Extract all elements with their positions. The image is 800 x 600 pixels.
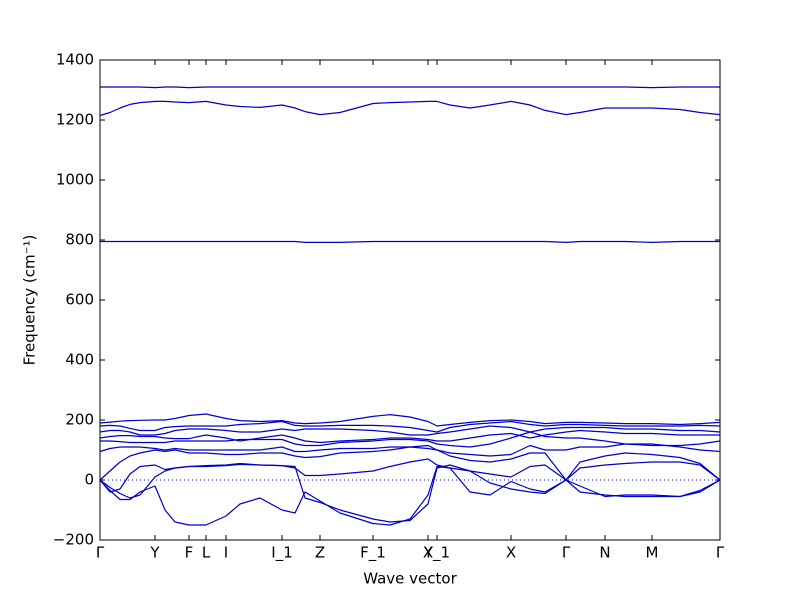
- x-tick-label: Z: [315, 544, 325, 562]
- band-line: [99, 443, 721, 457]
- x-tick-label: X: [423, 544, 433, 562]
- y-tick-label: 1400: [56, 51, 94, 69]
- x-tick-label: Γ: [716, 544, 725, 562]
- y-tick-label: 1200: [56, 111, 94, 129]
- band-line: [100, 431, 721, 448]
- plot-frame: [99, 59, 721, 541]
- band-line: [99, 444, 721, 481]
- x-tick-label: Γ: [96, 544, 105, 562]
- band-line: [99, 458, 721, 493]
- x-tick-label: F_1: [360, 544, 386, 563]
- y-tick-label: 400: [65, 351, 94, 369]
- x-tick-label: Γ: [562, 544, 571, 562]
- x-tick-label: I_1: [271, 544, 292, 563]
- band-line: [99, 429, 720, 444]
- x-tick-label: I: [224, 544, 228, 562]
- band-line: [100, 86, 720, 89]
- x-axis-label: Wave vector: [363, 570, 457, 588]
- x-tick-label: M: [646, 544, 659, 562]
- band-line: [99, 413, 721, 427]
- band-line: [99, 463, 721, 523]
- x-tick-label: F: [185, 544, 194, 562]
- y-tick-label: 800: [65, 231, 94, 249]
- band-line: [100, 240, 720, 243]
- x-tick-label: X: [506, 544, 516, 562]
- y-tick-label: −200: [53, 531, 94, 549]
- y-axis-label: Frequency (cm⁻¹): [21, 235, 39, 366]
- y-tick-label: 1000: [56, 171, 94, 189]
- band-line: [99, 465, 721, 526]
- x-tick-label: Y: [149, 544, 160, 562]
- y-tick-label: 0: [84, 471, 94, 489]
- x-tick-label: L: [202, 544, 211, 562]
- band-line: [99, 425, 721, 436]
- x-tick-label: N: [599, 544, 610, 562]
- y-tick-label: 200: [65, 411, 94, 429]
- x-tick-label: Y_1: [423, 544, 450, 563]
- y-tick-label: 600: [65, 291, 94, 309]
- band-line: [99, 100, 721, 117]
- band-line: [99, 420, 721, 433]
